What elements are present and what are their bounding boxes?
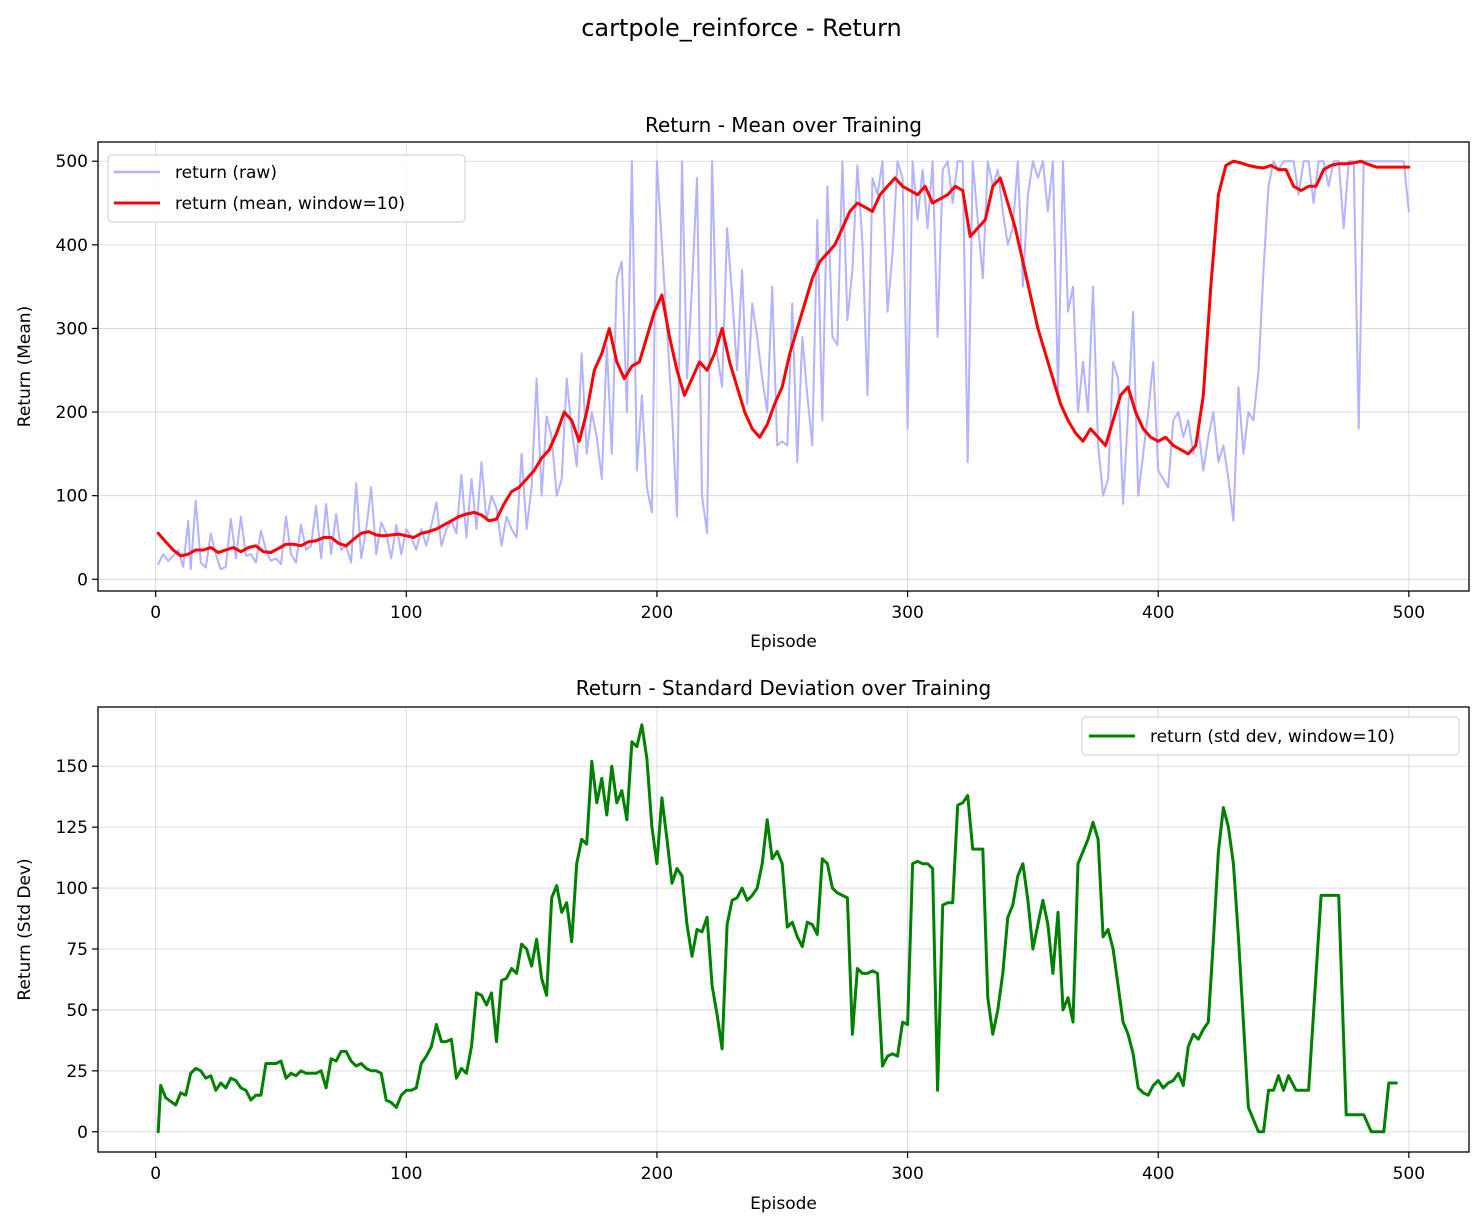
bottom-axes-grid [98,707,1469,1152]
top-axes: Return - Mean over Training 0 100 200 300 40… [15,113,1470,652]
top-ytick-label: 300 [56,319,88,339]
top-xtick-label: 500 [1393,603,1425,623]
bottom-ytick-label: 125 [56,818,88,838]
top-series-return-mean-window-10 [156,159,1411,558]
figure-suptitle: cartpole_reinforce - Return [581,14,902,42]
bottom-axes-xlabel: Episode [750,1194,817,1214]
bottom-xtick-label: 0 [150,1164,161,1184]
top-axes-frame [97,141,1470,592]
top-xtick-label: 200 [641,603,673,623]
bottom-series-return-std-dev-window-10 [156,723,1398,1134]
top-xtick-label: 400 [1142,603,1174,623]
bottom-xtick-label: 500 [1393,1164,1425,1184]
bottom-axes: Return - Standard Deviation over Trainin… [15,676,1470,1214]
top-ytick-label: 500 [56,152,88,172]
top-axes-ylabel: Return (Mean) [15,306,35,427]
bottom-ytick-label: 100 [56,879,88,899]
bottom-axes-frame [97,706,1470,1153]
bottom-axes-ticks: 0 100 200 300 400 500 0 25 50 75 100 125 150 [56,757,1426,1184]
bottom-axes-ylabel: Return (Std Dev) [15,858,35,1000]
top-legend-label-mean: return (mean, window=10) [175,194,405,214]
top-axes-series [156,159,1411,571]
bottom-axes-series [156,723,1398,1134]
bottom-xtick-label: 300 [891,1164,923,1184]
bottom-legend-label-std: return (std dev, window=10) [1150,727,1395,747]
top-axes-ticks: 0 100 200 300 400 500 0 100 200 300 400 500 [56,152,1426,623]
top-series-return-raw [157,160,1410,571]
top-xtick-label: 100 [390,603,422,623]
bottom-ytick-label: 150 [56,757,88,777]
top-ytick-label: 400 [56,236,88,256]
top-legend: return (raw) return (mean, window=10) [107,154,466,223]
top-xtick-label: 0 [150,603,161,623]
top-axes-xlabel: Episode [750,632,817,652]
top-legend-box [107,154,466,223]
bottom-axes-title: Return - Standard Deviation over Trainin… [576,676,992,700]
top-xtick-label: 300 [891,603,923,623]
top-ytick-label: 200 [56,403,88,423]
bottom-xtick-label: 200 [641,1164,673,1184]
bottom-legend-box [1081,716,1460,756]
bottom-ytick-label: 75 [66,940,88,960]
top-ytick-label: 0 [77,570,88,590]
bottom-xtick-label: 100 [390,1164,422,1184]
bottom-xtick-label: 400 [1142,1164,1174,1184]
bottom-ytick-label: 0 [77,1123,88,1143]
bottom-ytick-label: 50 [66,1001,88,1021]
top-legend-label-raw: return (raw) [175,163,277,183]
bottom-legend: return (std dev, window=10) [1081,716,1460,756]
bottom-ytick-label: 25 [66,1062,88,1082]
top-ytick-label: 100 [56,487,88,507]
top-axes-title: Return - Mean over Training [645,113,922,137]
top-axes-grid [98,142,1469,591]
